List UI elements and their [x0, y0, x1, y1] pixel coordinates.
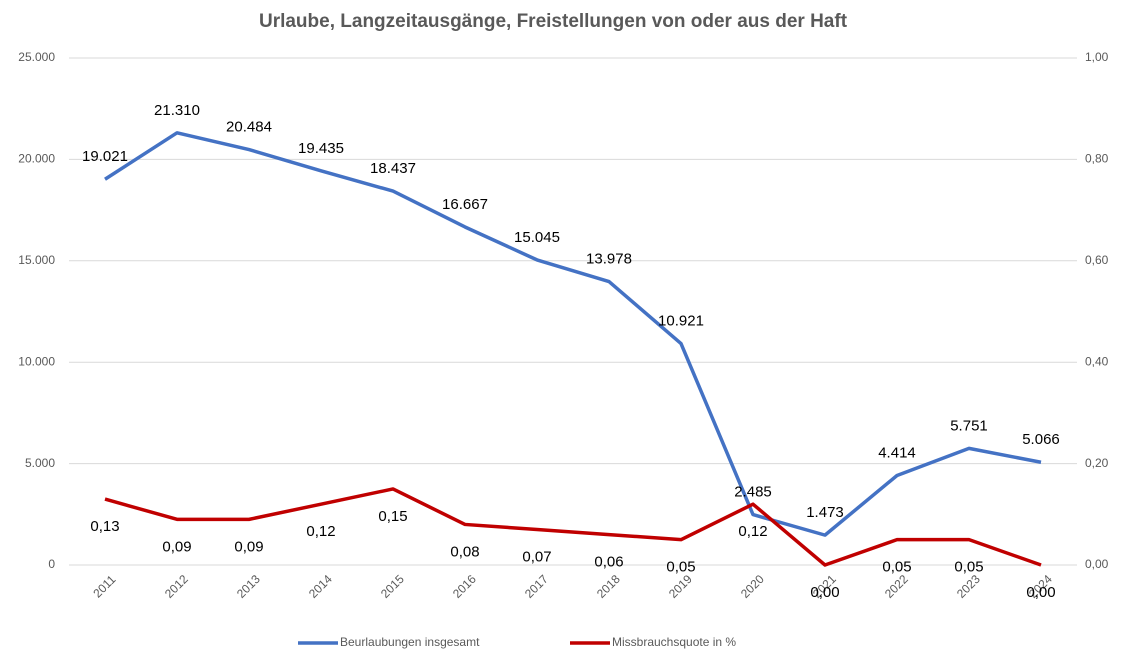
y-tick-label: 15.000	[18, 253, 55, 267]
y-tick-label: 10.000	[18, 354, 55, 368]
data-label: 0,05	[666, 559, 695, 576]
y2-tick-label: 0,00	[1085, 557, 1109, 571]
data-label: 0,15	[378, 508, 407, 525]
data-label: 10.921	[658, 312, 704, 329]
data-label: 5.066	[1022, 431, 1060, 448]
x-tick-label: 2015	[378, 572, 407, 601]
x-tick-label: 2022	[882, 572, 911, 601]
data-label: 0,05	[954, 559, 983, 576]
data-label: 0,00	[1026, 584, 1055, 601]
x-tick-label: 2017	[522, 572, 551, 601]
legend-label: Beurlaubungen insgesamt	[340, 635, 480, 649]
chart-title: Urlaube, Langzeitausgänge, Freistellunge…	[259, 11, 848, 32]
data-label: 19.435	[298, 140, 344, 157]
y-tick-label: 20.000	[18, 152, 55, 166]
x-tick-label: 2014	[306, 572, 335, 601]
x-tick-label: 2016	[450, 572, 479, 601]
data-label: 0,05	[882, 559, 911, 576]
legend-label: Missbrauchsquote in %	[612, 635, 736, 649]
data-label: 0,09	[234, 538, 263, 555]
x-tick-label: 2012	[162, 572, 191, 601]
y2-tick-label: 0,20	[1085, 456, 1109, 470]
data-label: 4.414	[878, 444, 916, 461]
data-label: 0,00	[810, 584, 839, 601]
data-label: 0,09	[162, 538, 191, 555]
x-tick-label: 2023	[954, 572, 983, 601]
y-tick-label: 0	[48, 557, 55, 571]
data-label: 13.978	[586, 250, 632, 267]
data-label: 16.667	[442, 196, 488, 213]
y2-tick-label: 0,40	[1085, 354, 1109, 368]
data-label: 0,06	[594, 554, 623, 571]
data-label: 0,12	[738, 523, 767, 540]
x-tick-label: 2019	[666, 572, 695, 601]
data-label: 2.485	[734, 484, 772, 501]
series-line	[104, 131, 1042, 537]
data-label: 18.437	[370, 160, 416, 177]
data-label: 0,07	[522, 548, 551, 565]
y2-tick-label: 0,60	[1085, 253, 1109, 267]
data-label: 19.021	[82, 148, 128, 165]
y-tick-label: 25.000	[18, 50, 55, 64]
data-label: 15.045	[514, 229, 560, 246]
x-tick-label: 2013	[234, 572, 263, 601]
data-label: 1.473	[806, 504, 844, 521]
data-label: 0,08	[450, 543, 479, 560]
x-tick-label: 2011	[90, 572, 118, 600]
y2-tick-label: 0,80	[1085, 152, 1109, 166]
data-label: 20.484	[226, 119, 272, 136]
y2-tick-label: 1,00	[1085, 50, 1109, 64]
series-line	[104, 487, 1042, 567]
x-tick-label: 2018	[594, 572, 623, 601]
y-tick-label: 5.000	[25, 456, 55, 470]
data-label: 21.310	[154, 102, 200, 119]
x-tick-label: 2020	[738, 572, 767, 601]
data-label: 0,12	[306, 523, 335, 540]
data-label: 5.751	[950, 417, 988, 434]
data-label: 0,13	[90, 518, 119, 535]
